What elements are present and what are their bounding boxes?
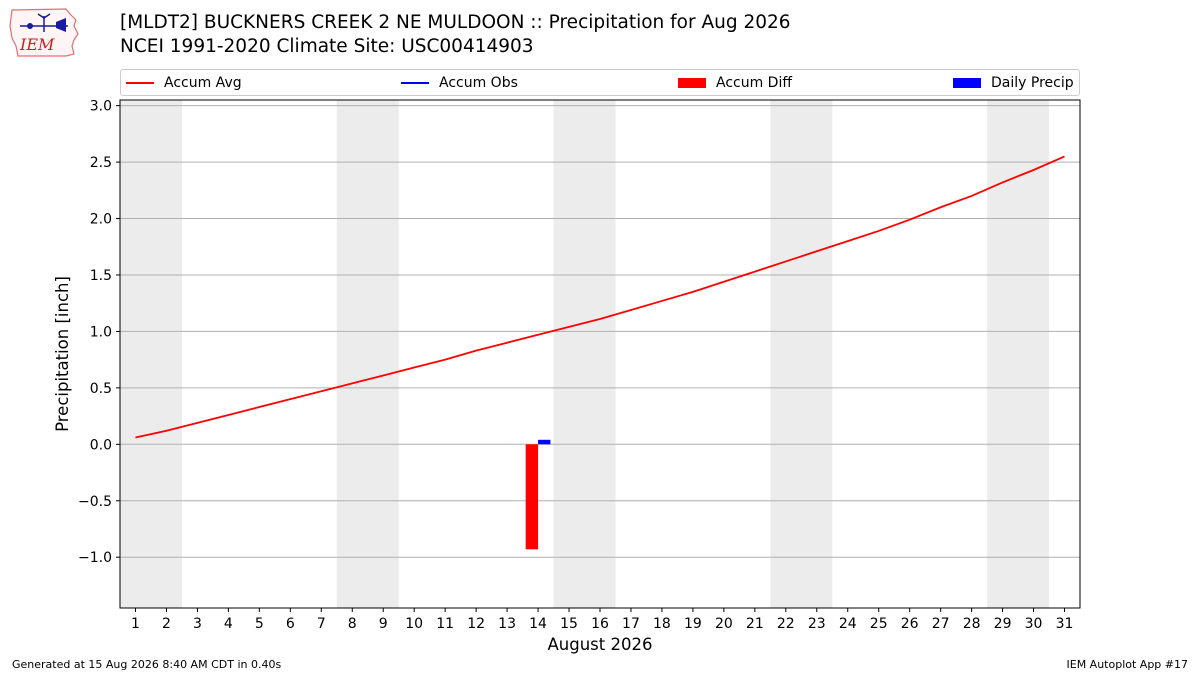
x-tick-label: 22: [777, 616, 795, 632]
y-tick-label: 3.0: [90, 99, 112, 115]
x-tick-label: 23: [808, 616, 826, 632]
logo-text: IEM: [19, 35, 55, 54]
legend: Accum Avg Accum Obs Accum Diff Daily Pre…: [120, 69, 1080, 96]
legend-label: Accum Diff: [716, 74, 793, 91]
y-tick-label: 2.0: [90, 212, 112, 228]
x-tick-label: 30: [1025, 616, 1043, 632]
legend-swatch: [678, 77, 706, 88]
x-tick-label: 26: [901, 616, 919, 632]
y-tick-label: −0.5: [78, 494, 112, 510]
x-tick-label: 31: [1056, 616, 1074, 632]
x-tick-label: 24: [839, 616, 857, 632]
x-tick-label: 12: [467, 616, 485, 632]
x-tick-label: 18: [653, 616, 671, 632]
x-tick-label: 13: [498, 616, 516, 632]
legend-item-accum-diff: Accum Diff: [678, 70, 792, 95]
iem-logo: IEM: [9, 8, 79, 57]
y-tick-label: 1.0: [90, 324, 112, 340]
x-tick-label: 8: [348, 616, 357, 632]
legend-swatch: [401, 81, 429, 84]
y-tick-label: 0.5: [90, 381, 112, 397]
x-tick-label: 20: [715, 616, 733, 632]
x-tick-label: 4: [224, 616, 233, 632]
y-tick-label: −1.0: [78, 550, 112, 566]
x-tick-label: 9: [379, 616, 388, 632]
x-tick-label: 28: [963, 616, 981, 632]
legend-item-accum-obs: Accum Obs: [401, 70, 518, 95]
legend-label: Accum Obs: [439, 74, 518, 91]
x-tick-label: 25: [870, 616, 888, 632]
legend-swatch: [953, 77, 981, 88]
x-tick-label: 3: [193, 616, 202, 632]
y-tick-label: 2.5: [90, 155, 112, 171]
x-tick-label: 19: [684, 616, 702, 632]
chart-title: [MLDT2] BUCKNERS CREEK 2 NE MULDOON :: P…: [120, 12, 791, 33]
x-axis-label: August 2026: [548, 635, 653, 654]
x-tick-label: 17: [622, 616, 640, 632]
app-label: IEM Autoplot App #17: [1066, 658, 1189, 671]
legend-item-daily-precip: Daily Precip: [953, 70, 1074, 95]
x-tick-label: 2: [162, 616, 171, 632]
x-tick-label: 5: [255, 616, 264, 632]
x-tick-label: 11: [436, 616, 454, 632]
accum-diff-bar: [525, 444, 539, 550]
x-tick-label: 27: [932, 616, 950, 632]
legend-label: Daily Precip: [991, 74, 1074, 91]
x-tick-label: 10: [405, 616, 423, 632]
weekend-shade: [770, 100, 833, 608]
legend-swatch: [126, 81, 154, 84]
chart-subtitle: NCEI 1991-2020 Climate Site: USC00414903: [120, 36, 534, 57]
x-tick-label: 15: [560, 616, 578, 632]
weekend-shade: [336, 100, 399, 608]
daily-precip-bar: [538, 439, 551, 445]
y-axis-label: Precipitation [inch]: [53, 276, 72, 432]
weekend-shade: [120, 100, 182, 608]
x-tick-label: 16: [591, 616, 609, 632]
x-tick-label: 21: [746, 616, 764, 632]
generated-timestamp: Generated at 15 Aug 2026 8:40 AM CDT in …: [12, 658, 282, 671]
accum-avg-line: [135, 155, 1065, 439]
x-tick-label: 6: [286, 616, 295, 632]
x-tick-label: 1: [131, 616, 140, 632]
x-tick-label: 29: [994, 616, 1012, 632]
y-tick-label: 1.5: [90, 268, 112, 284]
legend-label: Accum Avg: [164, 74, 242, 91]
weekend-shade: [553, 100, 616, 608]
x-tick-label: 7: [317, 616, 326, 632]
legend-item-accum-avg: Accum Avg: [126, 70, 242, 95]
y-tick-label: 0.0: [90, 437, 112, 453]
x-tick-label: 14: [529, 616, 547, 632]
